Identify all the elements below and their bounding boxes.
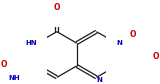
Text: NH: NH — [8, 75, 20, 81]
Text: N: N — [117, 40, 123, 46]
Text: HN: HN — [25, 40, 37, 46]
Text: N: N — [97, 77, 103, 83]
Text: O: O — [0, 60, 7, 69]
Text: O: O — [54, 3, 60, 12]
Text: O: O — [153, 52, 159, 61]
Text: O: O — [130, 30, 136, 39]
